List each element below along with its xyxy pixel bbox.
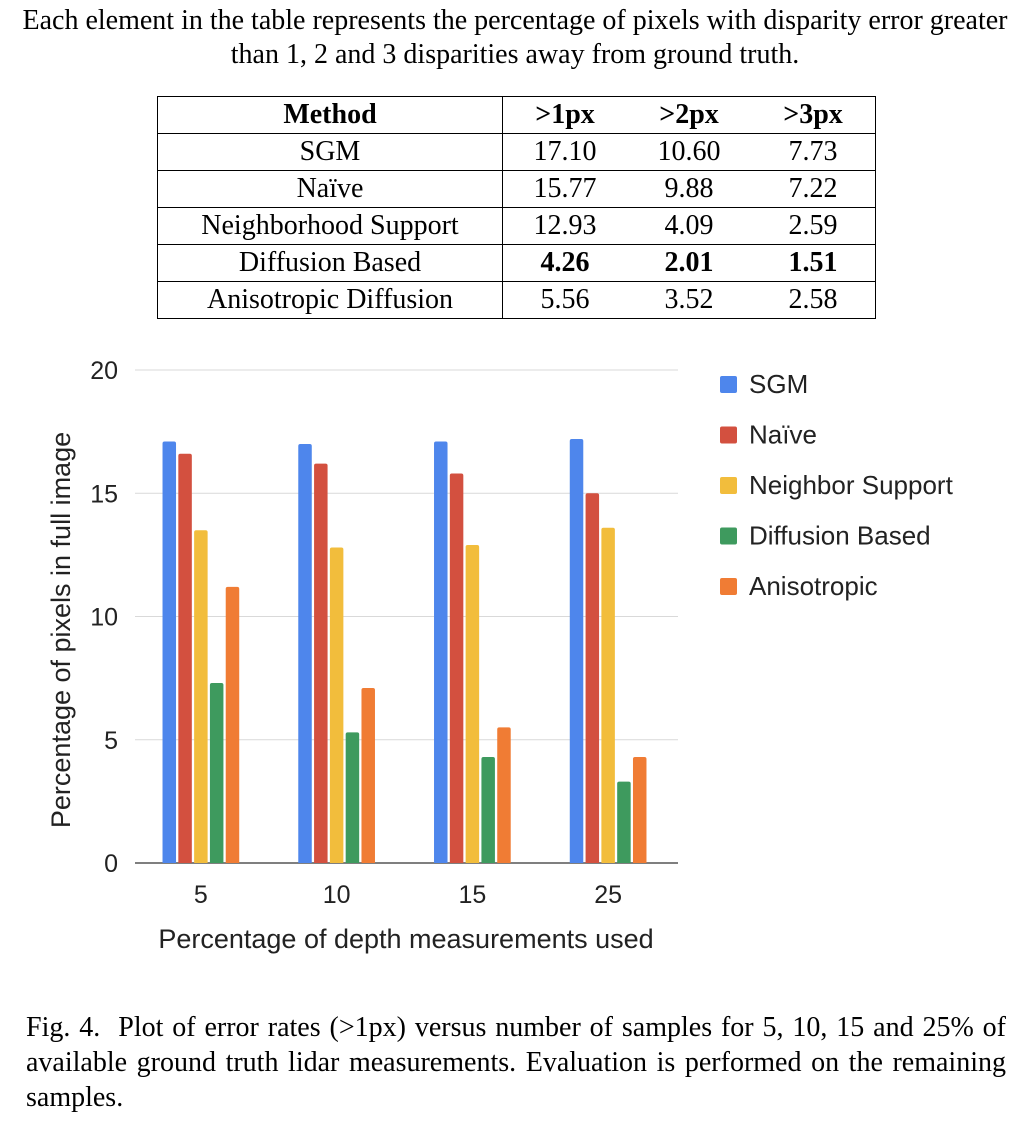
method-cell: Anisotropic Diffusion (157, 281, 503, 319)
method-cell: Diffusion Based (157, 244, 503, 282)
legend-swatch (720, 426, 737, 444)
error-rate-chart: 0 5 10 15 20 5 10 15 25 Percentage of depth mea… (46, 357, 954, 954)
bar-sgm-25 (569, 439, 584, 863)
bar-sgm-5 (162, 441, 177, 863)
method-cell: Neighborhood Support (157, 207, 503, 245)
value-1px-cell: 17.10 (502, 133, 627, 171)
y-tick-label: 15 (90, 480, 118, 508)
value-3px-cell: 2.58 (751, 281, 876, 319)
chart-bars (162, 439, 647, 863)
value-3px-cell: 1.51 (751, 244, 876, 282)
method-cell: Naïve (157, 170, 503, 208)
legend-label: Neighbor Support (749, 470, 954, 500)
bar-na-ve-10 (314, 463, 328, 863)
bar-neighbor-support-25 (601, 527, 615, 863)
legend-swatch (720, 376, 737, 393)
bar-na-ve-5 (178, 453, 192, 863)
legend-label: SGM (749, 369, 808, 399)
bar-neighbor-support-10 (329, 547, 344, 863)
y-tick-label: 5 (104, 727, 118, 755)
value-2px-cell: 9.88 (627, 170, 751, 208)
bar-diffusion-based-10 (345, 732, 360, 863)
chart-legend: SGM Naïve Neighbor Support Diffusion Based A… (720, 369, 954, 601)
x-tick-label: 15 (458, 881, 486, 909)
value-1px-cell: 4.26 (502, 244, 627, 282)
bar-anisotropic-5 (225, 586, 240, 863)
x-tick-label: 25 (594, 881, 622, 909)
value-3px-cell: 2.59 (751, 207, 876, 245)
value-1px-cell: 12.93 (502, 207, 627, 245)
table-row: Neighborhood Support 12.93 4.09 2.59 (157, 207, 876, 245)
header-2px: >2px (627, 96, 751, 134)
bar-diffusion-based-15 (481, 757, 495, 863)
header-method: Method (157, 96, 503, 134)
bar-sgm-15 (434, 441, 448, 863)
bar-anisotropic-15 (497, 727, 511, 863)
value-1px-cell: 5.56 (502, 281, 627, 319)
legend-swatch (720, 477, 737, 494)
table-row: Naïve 15.77 9.88 7.22 (157, 170, 876, 208)
bar-na-ve-25 (585, 493, 600, 863)
table-intro-text: Each element in the table represents the… (22, 5, 1008, 70)
value-1px-cell: 15.77 (502, 170, 627, 208)
legend-label: Anisotropic (749, 571, 878, 601)
figure-label: Fig. 4. (26, 1012, 101, 1043)
bar-anisotropic-10 (361, 687, 375, 863)
legend-swatch (720, 578, 737, 595)
table-row: Anisotropic Diffusion 5.56 3.52 2.58 (157, 281, 876, 319)
table-row: Diffusion Based 4.26 2.01 1.51 (157, 244, 876, 282)
bar-sgm-10 (298, 443, 312, 863)
value-3px-cell: 7.73 (751, 133, 876, 171)
header-1px: >1px (502, 96, 627, 134)
results-table: Method >1px >2px >3px SGM 17.10 10.60 7.73 N… (157, 96, 876, 319)
legend-label: Diffusion Based (749, 521, 931, 551)
table-row: SGM 17.10 10.60 7.73 (157, 133, 876, 171)
y-tick-label: 10 (90, 604, 118, 632)
header-3px: >3px (751, 96, 876, 134)
value-3px-cell: 7.22 (751, 170, 876, 208)
value-2px-cell: 10.60 (627, 133, 751, 171)
y-axis-ticks: 0 5 10 15 20 (90, 357, 118, 878)
legend-label: Naïve (749, 420, 817, 450)
y-tick-label: 20 (90, 357, 118, 385)
value-2px-cell: 4.09 (627, 207, 751, 245)
y-tick-label: 0 (104, 850, 118, 878)
x-tick-label: 5 (194, 881, 208, 909)
bar-neighbor-support-5 (194, 530, 208, 863)
bar-neighbor-support-15 (465, 545, 480, 863)
x-axis-label: Percentage of depth measurements used (158, 924, 653, 954)
table-header-row: Method >1px >2px >3px (157, 96, 876, 134)
bar-anisotropic-25 (632, 757, 647, 863)
figure-caption-text: Plot of error rates (>1px) versus number… (26, 1012, 1007, 1113)
x-tick-label: 10 (323, 881, 351, 909)
bar-na-ve-15 (449, 473, 464, 863)
bar-diffusion-based-25 (617, 781, 631, 863)
bar-diffusion-based-5 (209, 683, 224, 863)
y-axis-label: Percentage of pixels in full image (46, 432, 76, 828)
method-cell: SGM (157, 133, 503, 171)
legend-swatch (720, 527, 737, 545)
value-2px-cell: 3.52 (627, 281, 751, 319)
value-2px-cell: 2.01 (627, 244, 751, 282)
x-axis-ticks: 5 10 15 25 (194, 881, 622, 909)
figure-caption: Fig. 4. Plot of error rates (>1px) versus… (26, 1010, 1006, 1115)
